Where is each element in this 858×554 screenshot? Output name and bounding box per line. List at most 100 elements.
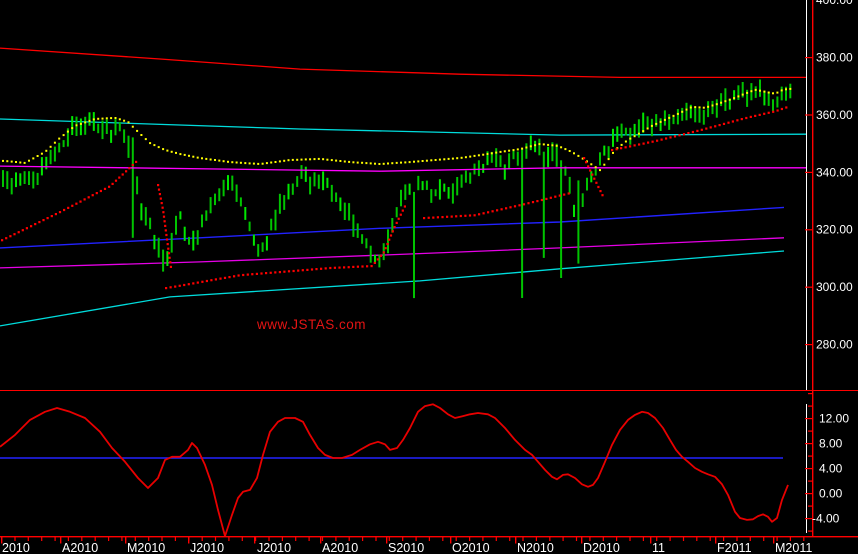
x-minor-tick — [415, 537, 417, 541]
x-minor-tick — [94, 537, 96, 541]
price-tick — [805, 229, 813, 231]
price-bar — [586, 177, 588, 191]
x-minor-tick — [723, 537, 725, 541]
price-tick — [805, 344, 813, 346]
price-bar — [101, 120, 104, 140]
oscillator-minor-tick — [808, 393, 813, 395]
price-bar — [776, 96, 779, 108]
price-bar — [283, 195, 286, 210]
price-bar — [495, 148, 498, 168]
price-bar — [192, 230, 195, 251]
price-bar — [19, 173, 22, 186]
x-axis-month-label: D2010 — [583, 541, 620, 554]
x-minor-tick — [763, 537, 765, 541]
price-bar — [274, 209, 277, 231]
x-minor-tick — [469, 537, 471, 541]
price-bar — [577, 180, 580, 264]
x-minor-tick — [616, 537, 618, 541]
price-bar — [162, 249, 165, 272]
price-bar — [486, 151, 489, 166]
price-bar — [425, 180, 428, 190]
x-major-tick — [254, 537, 256, 544]
x-minor-tick — [362, 537, 364, 541]
price-bar — [291, 183, 294, 195]
price-bar — [525, 143, 528, 159]
oscillator-minor-tick — [808, 505, 813, 507]
price-bar — [685, 102, 688, 121]
x-minor-tick — [428, 537, 430, 541]
x-minor-tick — [749, 537, 751, 541]
price-bar — [28, 171, 30, 185]
x-minor-tick — [54, 537, 56, 541]
x-minor-tick — [81, 537, 83, 541]
panel-separator-line — [0, 390, 858, 391]
x-major-tick — [450, 537, 452, 544]
oscillator-panel — [0, 403, 789, 537]
price-bar — [637, 119, 640, 138]
x-axis-month-label: J2010 — [190, 541, 224, 554]
x-minor-tick — [602, 537, 604, 541]
x-minor-tick — [308, 537, 310, 541]
price-bar — [339, 197, 342, 212]
price-bar — [218, 188, 221, 202]
price-bar — [88, 112, 91, 126]
price-bar — [503, 164, 506, 180]
price-bar — [227, 175, 229, 191]
price-bar — [265, 236, 268, 251]
oscillator-tick — [805, 518, 813, 520]
price-bar — [521, 148, 524, 298]
price-bar — [235, 184, 238, 202]
price-bar — [92, 112, 95, 131]
x-minor-tick — [255, 537, 257, 541]
oscillator-minor-tick — [808, 405, 813, 407]
price-bar — [516, 151, 519, 166]
price-bar — [689, 104, 692, 119]
price-bar — [408, 183, 411, 195]
price-bar — [118, 121, 121, 132]
price-bar — [612, 128, 614, 147]
price-bar — [607, 146, 610, 160]
price-bar — [97, 123, 100, 134]
yellow-ma-dots — [2, 87, 792, 172]
price-bar — [754, 86, 757, 98]
price-bar — [620, 123, 623, 138]
x-major-tick — [188, 537, 190, 544]
price-bar — [434, 189, 437, 197]
x-major-tick — [650, 537, 652, 544]
oscillator-tick — [805, 493, 813, 495]
price-bar — [720, 93, 723, 107]
price-bar — [49, 149, 52, 165]
y-axis-line — [812, 0, 814, 537]
oscillator-axis-label: 8.00 — [819, 437, 843, 451]
price-bar — [702, 109, 705, 125]
price-bar — [499, 155, 502, 167]
magenta-ma-line — [0, 165, 806, 172]
x-major-tick — [515, 537, 517, 544]
price-bar — [144, 207, 147, 226]
x-minor-tick — [201, 537, 203, 541]
price-bar — [313, 172, 316, 187]
price-bar — [374, 254, 376, 264]
x-axis-month-label: A2010 — [322, 541, 358, 554]
oscillator-axis-label: 12.00 — [819, 412, 849, 426]
x-minor-tick — [295, 537, 297, 541]
price-bar — [110, 129, 113, 143]
x-minor-tick — [228, 537, 230, 541]
x-major-tick — [320, 537, 322, 544]
price-bar — [759, 79, 761, 97]
price-bar — [508, 153, 511, 170]
price-bar — [642, 112, 645, 133]
x-minor-tick — [134, 537, 136, 541]
x-major-tick — [581, 537, 583, 544]
x-minor-tick — [789, 537, 791, 541]
price-bar — [153, 234, 156, 250]
price-bar — [270, 218, 273, 231]
price-bar — [681, 107, 684, 121]
price-bar — [542, 151, 545, 258]
x-minor-tick — [736, 537, 738, 541]
price-bar — [45, 156, 48, 170]
price-bar — [694, 107, 697, 123]
x-minor-tick — [388, 537, 390, 541]
oscillator-minor-tick — [808, 455, 813, 457]
price-bar — [616, 126, 619, 142]
